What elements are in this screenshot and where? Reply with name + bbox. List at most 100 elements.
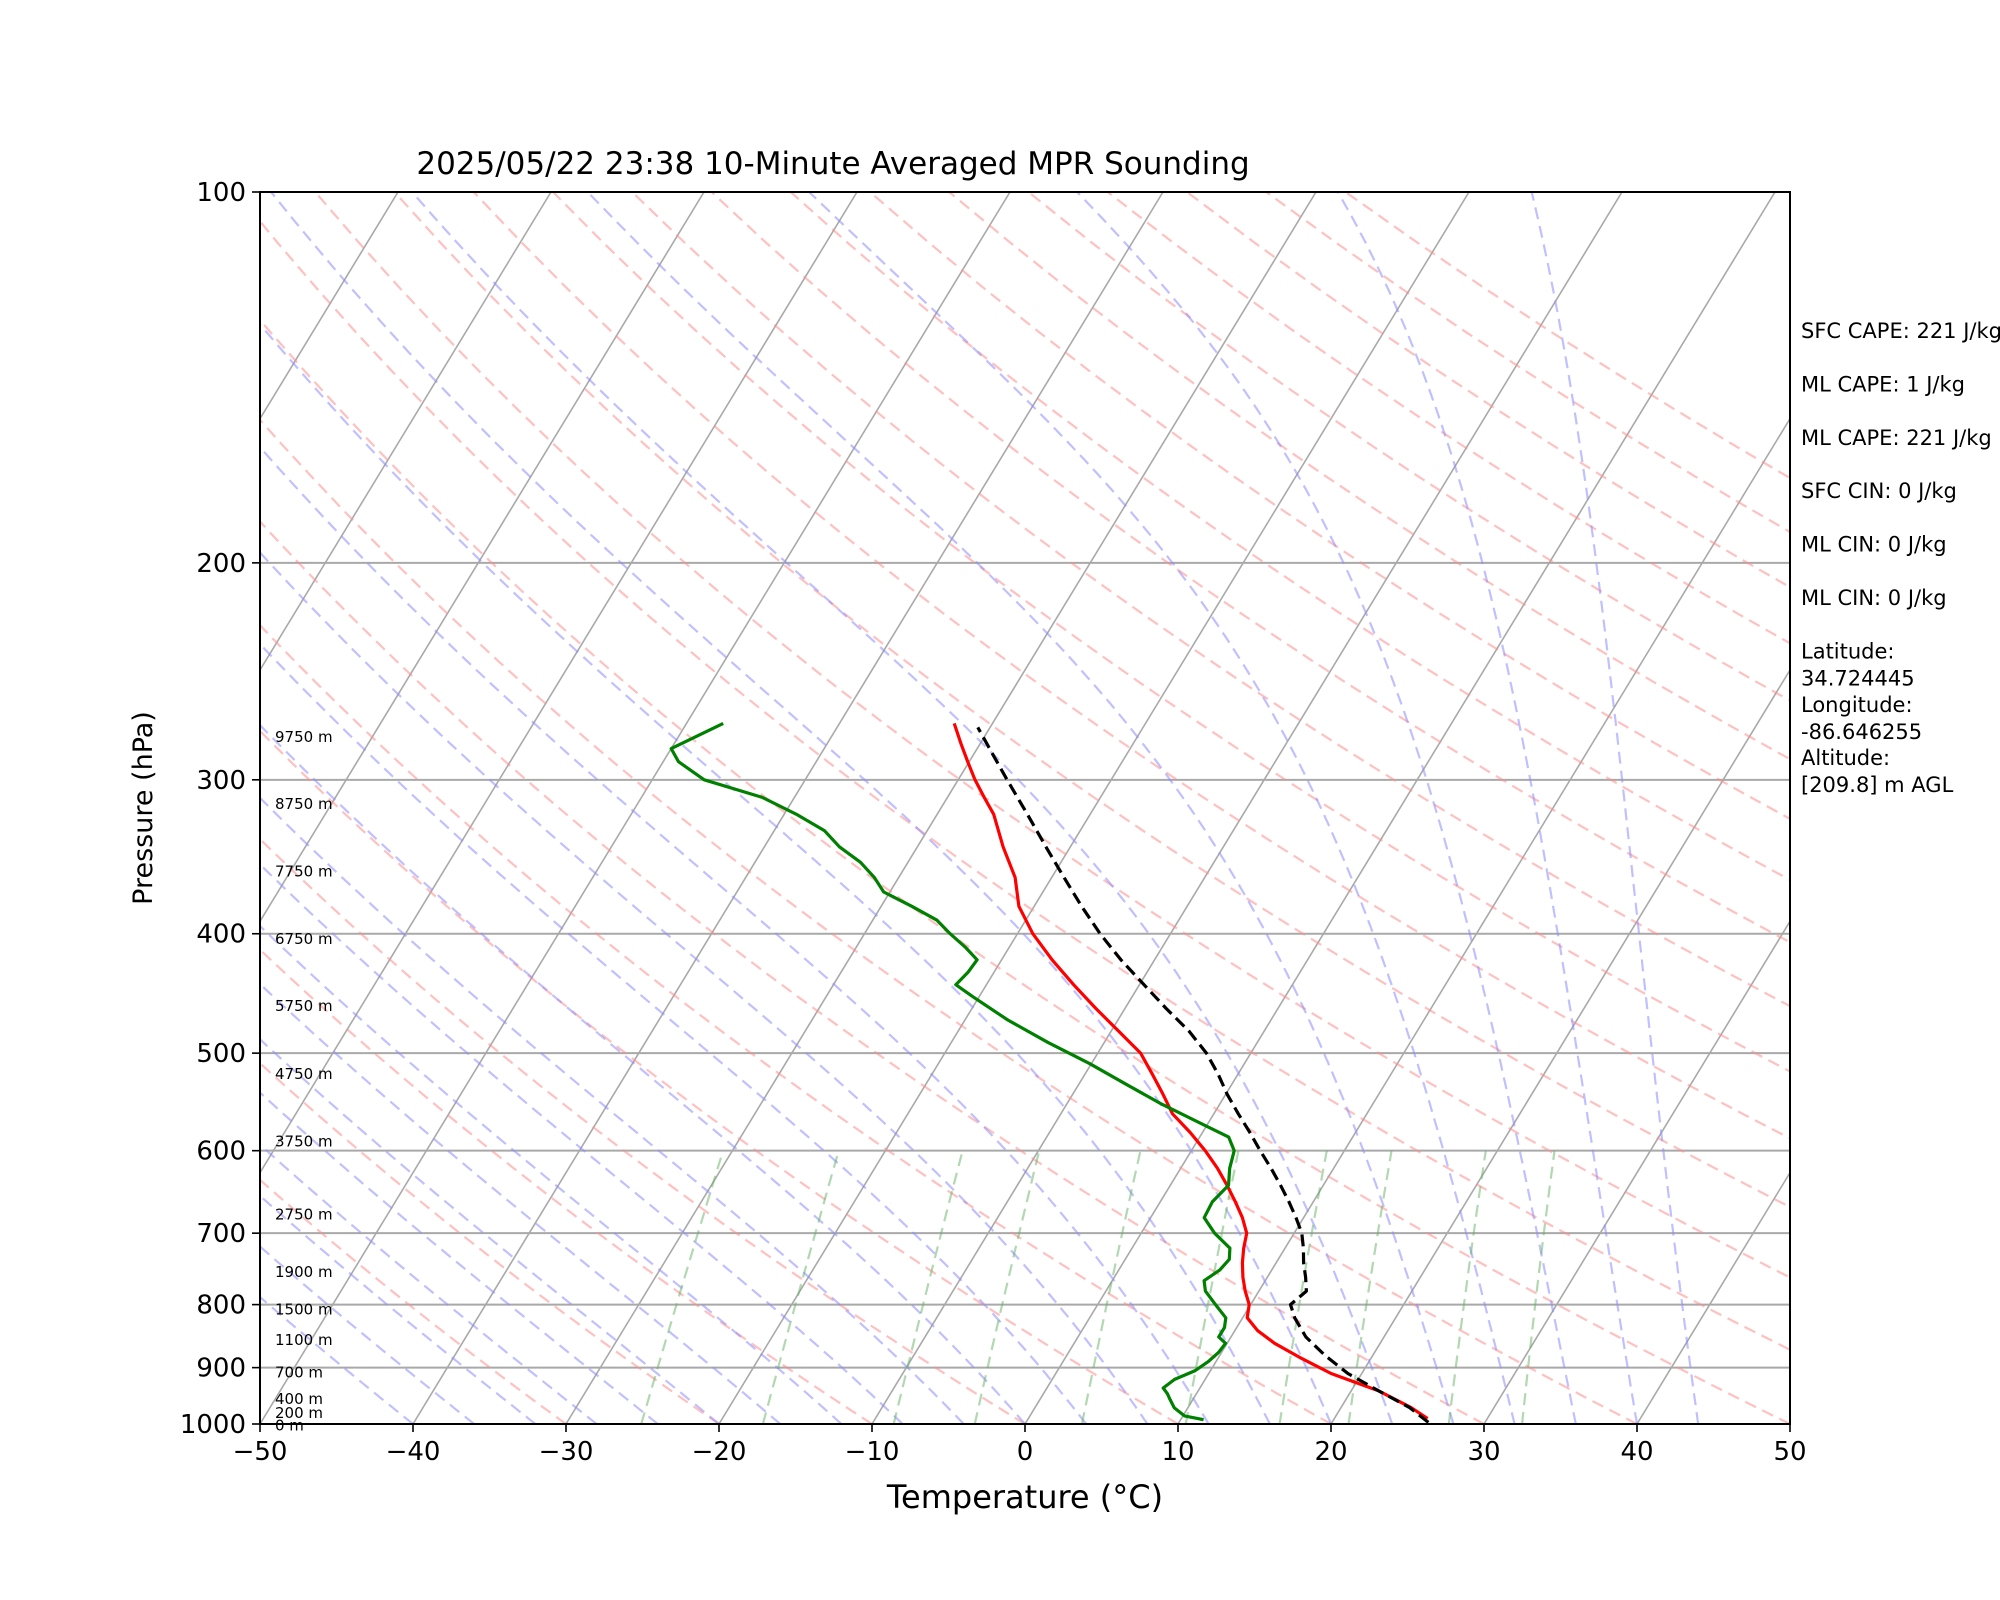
moist-adiabat-line <box>260 1037 720 1424</box>
x-tick-label: 20 <box>1314 1437 1347 1467</box>
x-tick-label: 50 <box>1773 1437 1806 1467</box>
annotation-label: ML CIN: 0 J/kg <box>1801 533 1947 557</box>
dry-adiabat-line <box>631 192 1790 1008</box>
moist-adiabat-line <box>260 550 1149 1424</box>
isotherm-line <box>260 192 399 421</box>
x-tick-label: 30 <box>1467 1437 1500 1467</box>
isotherm-line <box>871 192 1623 1424</box>
y-tick-label: 400 <box>196 920 246 950</box>
height-label: 400 m <box>275 1390 323 1408</box>
moist-adiabat-line <box>260 1194 537 1424</box>
mixing-ratio-line <box>973 1150 1041 1424</box>
annotation-label: Longitude: <box>1801 693 1913 717</box>
x-tick-label: −20 <box>692 1437 747 1467</box>
moist-adiabat-line <box>260 982 781 1424</box>
x-tick-label: 10 <box>1161 1437 1194 1467</box>
y-tick-label: 1000 <box>180 1410 246 1440</box>
chart-title: 2025/05/22 23:38 10-Minute Averaged MPR … <box>416 146 1249 182</box>
x-tick-label: 0 <box>1017 1437 1034 1467</box>
moist-adiabat-line <box>1530 192 1700 1424</box>
x-tick-label: −30 <box>539 1437 594 1467</box>
isotherm-line <box>412 192 1164 1424</box>
dry-adiabat-line <box>260 948 873 1424</box>
x-tick-label: 40 <box>1620 1437 1653 1467</box>
height-label: 7750 m <box>275 862 333 880</box>
y-tick-label: 500 <box>196 1039 246 1069</box>
isotherm-line <box>260 192 1011 1424</box>
height-label: 700 m <box>275 1363 323 1381</box>
height-label: 200 m <box>275 1404 323 1422</box>
dry-adiabat-line <box>260 729 1179 1424</box>
x-tick-label: −10 <box>845 1437 900 1467</box>
mixing-ratio-line <box>640 1150 725 1424</box>
y-tick-label: 200 <box>196 549 246 579</box>
height-label: 0 m <box>275 1417 304 1435</box>
dry-adiabat-line <box>789 192 1790 882</box>
isotherm-line <box>1636 1171 1790 1424</box>
moist-adiabat-line <box>260 445 1210 1424</box>
dry-adiabat-line <box>260 1061 720 1424</box>
moist-adiabat-line <box>260 924 843 1424</box>
mixing-ratio-line <box>892 1150 964 1424</box>
isotherm-line <box>1024 192 1776 1424</box>
mixing-ratio-line <box>761 1150 840 1424</box>
y-tick-label: 100 <box>196 178 246 208</box>
moist-adiabat-line <box>260 1245 475 1424</box>
annotation-label: ML CIN: 0 J/kg <box>1801 586 1947 610</box>
dry-adiabat-line <box>260 219 1790 1351</box>
annotation-label: ML CAPE: 221 J/kg <box>1801 426 1992 450</box>
dewpoint-line <box>669 721 1236 1422</box>
height-label: 1500 m <box>275 1300 333 1318</box>
height-label: 1100 m <box>275 1331 333 1349</box>
dry-adiabat-line <box>260 1178 567 1424</box>
y-tick-label: 800 <box>196 1291 246 1321</box>
y-tick-label: 300 <box>196 766 246 796</box>
mixing-ratio-line <box>1521 1150 1556 1424</box>
moist-adiabat-line <box>260 1143 598 1424</box>
mixing-ratio-line <box>1347 1150 1393 1424</box>
moist-adiabat-line <box>260 723 1026 1424</box>
annotation-value: [209.8] m AGL <box>1801 773 1954 797</box>
annotation-label: ML CAPE: 1 J/kg <box>1801 372 1965 396</box>
isotherm-line <box>260 192 552 672</box>
height-label: 1900 m <box>275 1263 333 1281</box>
height-label: 8750 m <box>275 795 333 813</box>
y-axis-label: Pressure (hPa) <box>128 711 159 905</box>
annotation-label: SFC CAPE: 221 J/kg <box>1801 319 2000 343</box>
dry-adiabat-line <box>260 623 1332 1424</box>
parcel-profile-line <box>976 726 1430 1424</box>
isotherm-line <box>1483 919 1790 1424</box>
isotherm-line <box>718 192 1470 1424</box>
isotherm-line <box>565 192 1317 1424</box>
height-label: 5750 m <box>275 997 333 1015</box>
isotherm-line <box>1177 417 1790 1424</box>
moist-adiabat-line <box>260 796 965 1424</box>
x-tick-label: −40 <box>386 1437 441 1467</box>
isotherm-line <box>260 192 705 923</box>
mixing-ratio-line <box>1080 1150 1142 1424</box>
y-tick-label: 600 <box>196 1137 246 1167</box>
height-label: 4750 m <box>275 1065 333 1083</box>
annotation-value: 34.724445 <box>1801 666 1915 690</box>
height-label: 6750 m <box>275 930 333 948</box>
moist-adiabat-line <box>1336 192 1639 1424</box>
moist-adiabat-line <box>260 322 1271 1424</box>
mixing-ratio-line <box>1447 1150 1487 1424</box>
isotherm-line <box>260 192 858 1175</box>
x-tick-label: −50 <box>233 1437 288 1467</box>
moist-adiabat-line <box>411 192 1394 1424</box>
moist-adiabat-line <box>260 1295 414 1424</box>
height-label: 3750 m <box>275 1133 333 1151</box>
dry-adiabat-line <box>260 318 1790 1424</box>
dry-adiabat-line <box>260 837 1026 1424</box>
annotation-label: SFC CIN: 0 J/kg <box>1801 479 1957 503</box>
isotherm-line <box>0 192 92 1424</box>
dry-adiabat-line <box>260 519 1485 1424</box>
height-label: 2750 m <box>275 1205 333 1223</box>
mixing-ratio-line <box>1278 1150 1328 1424</box>
x-axis-label: Temperature (°C) <box>886 1478 1163 1516</box>
dry-adiabat-line <box>948 192 1790 761</box>
dry-adiabat-line <box>552 192 1790 1073</box>
